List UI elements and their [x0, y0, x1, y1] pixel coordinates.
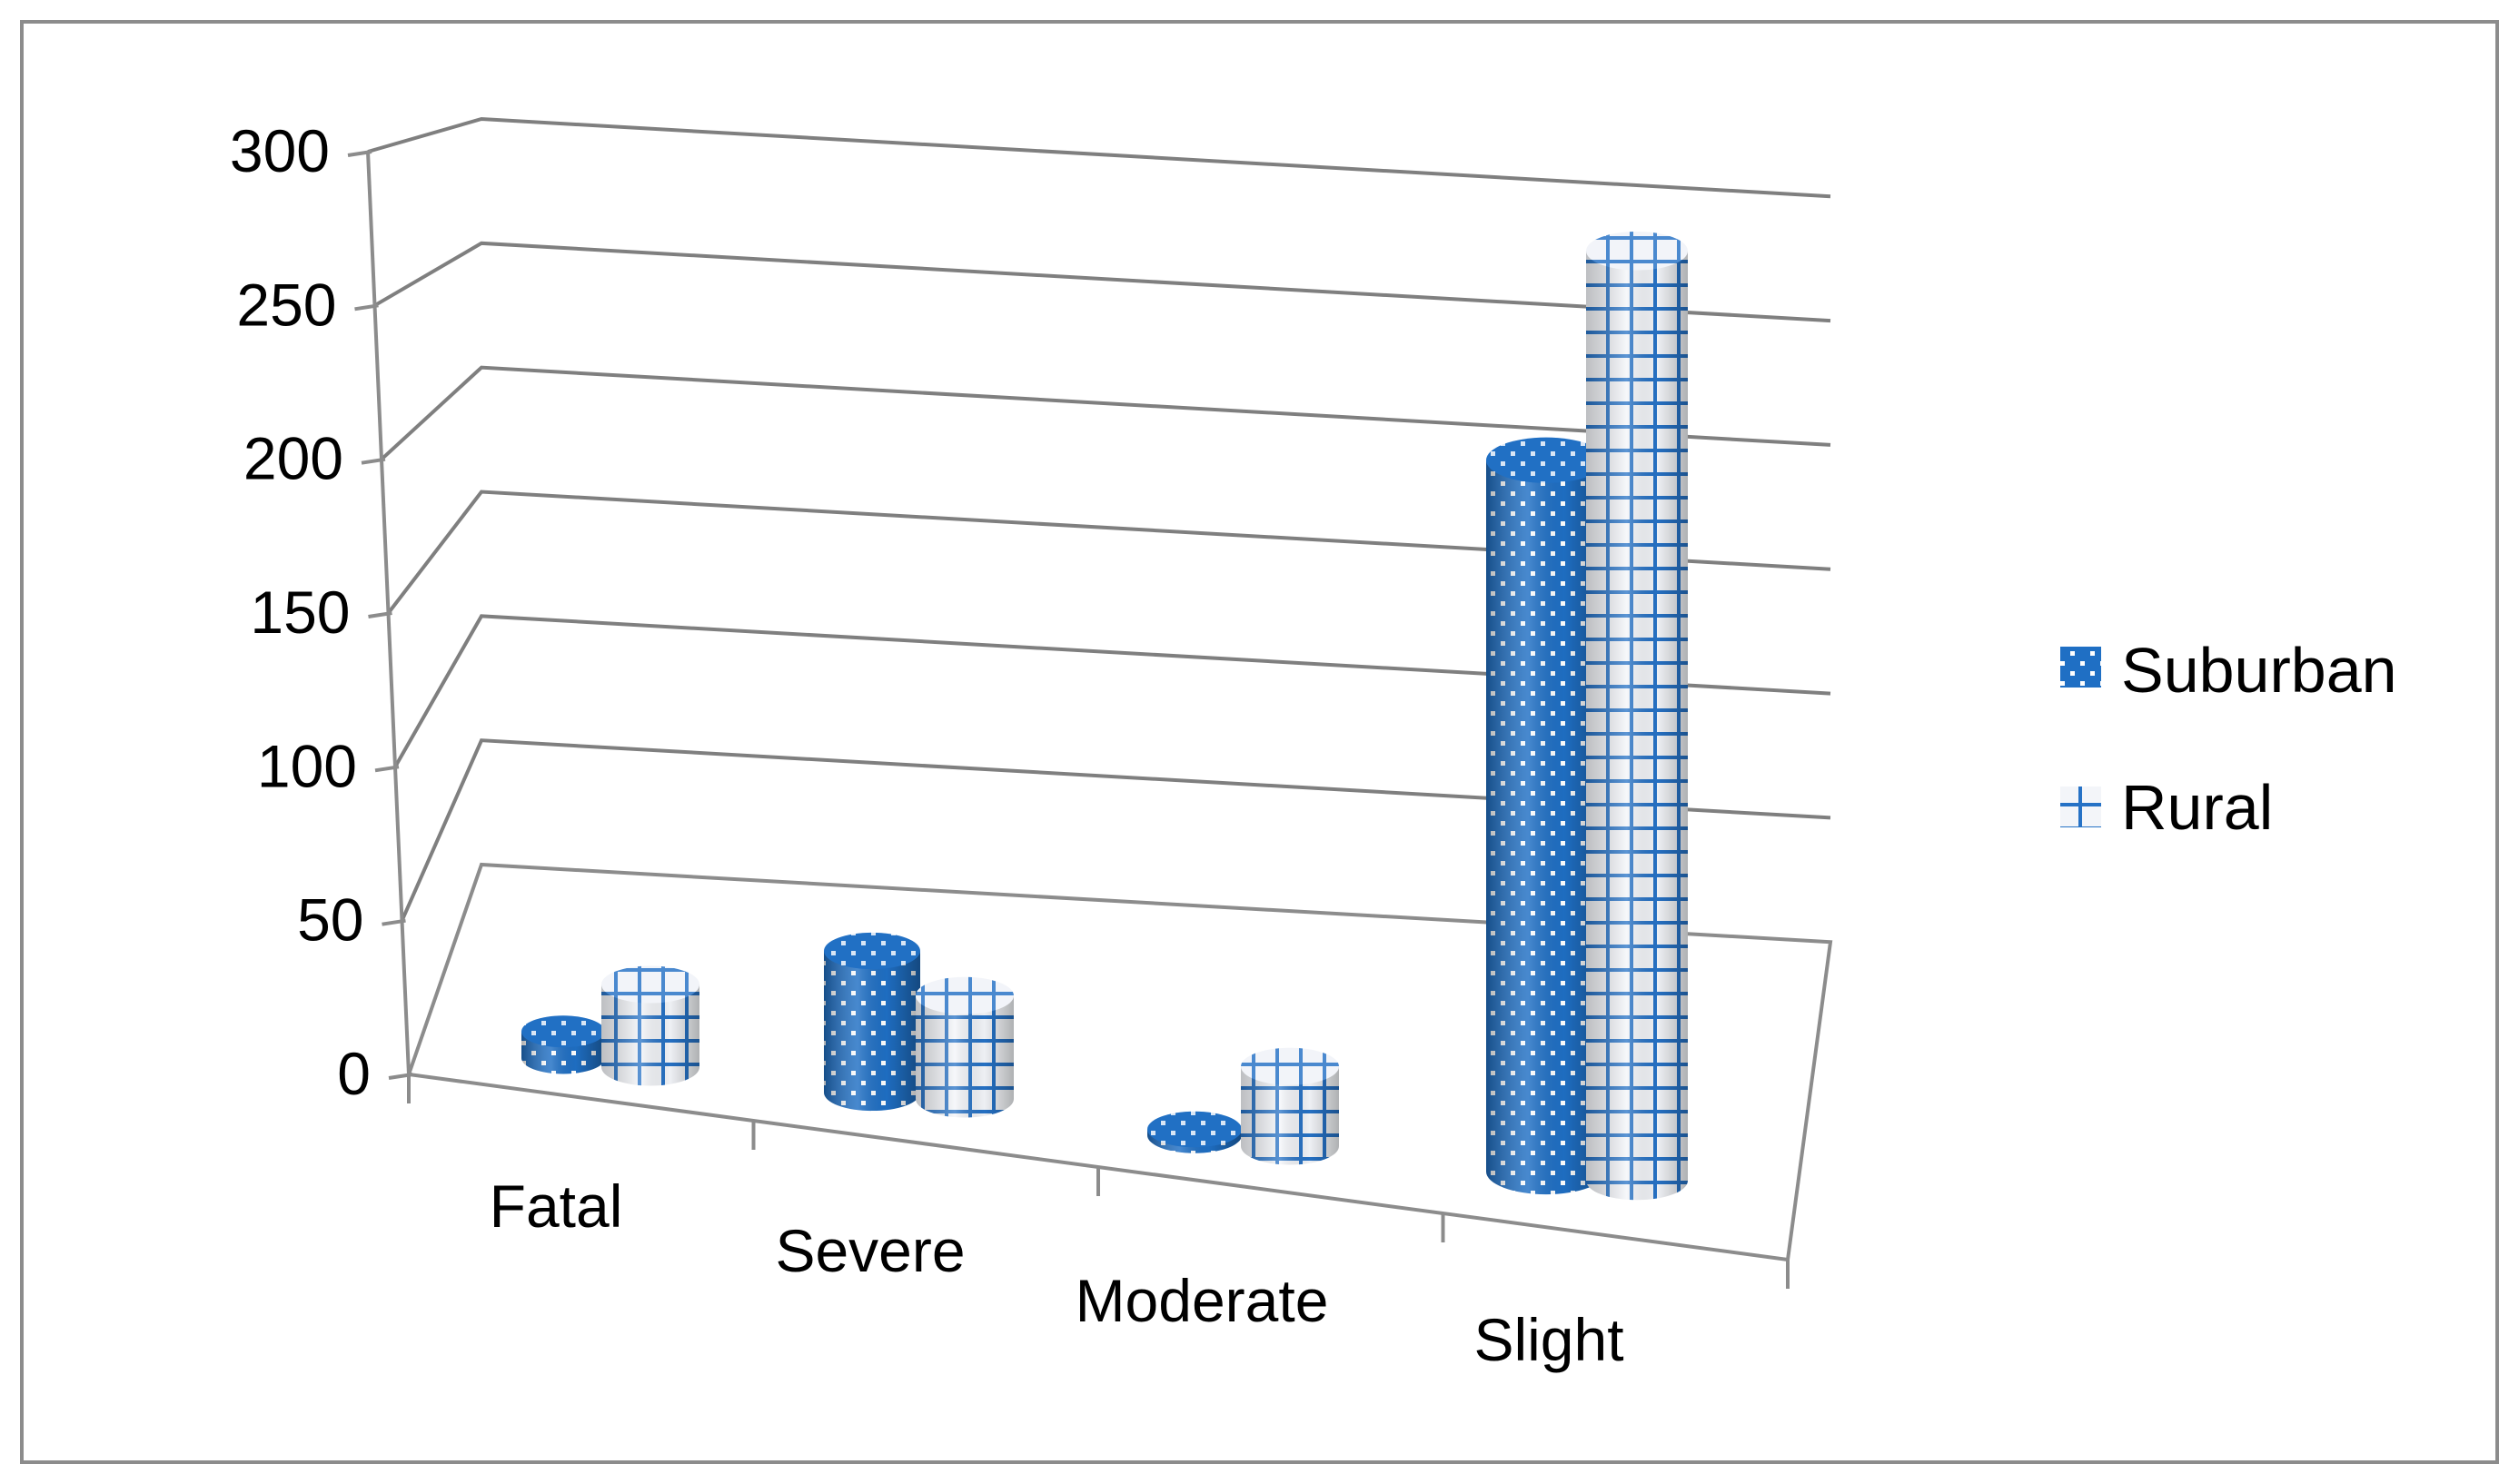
- y-tick-label: 300: [230, 117, 330, 184]
- x-tick-label: Fatal: [490, 1172, 623, 1240]
- x-tick-label: Slight: [1473, 1306, 1623, 1373]
- bar-top: [1586, 231, 1688, 271]
- bar-suburban-moderate: [1147, 1111, 1242, 1153]
- floor-outline: [406, 862, 1833, 1262]
- bar-top-highlight: [1586, 231, 1688, 271]
- x-tick-label: Moderate: [1076, 1267, 1329, 1334]
- y-tick-label: 150: [250, 579, 350, 646]
- legend-label-suburban: Suburban: [2121, 635, 2397, 706]
- bar-top: [521, 1015, 605, 1048]
- bar-suburban-severe: [824, 932, 920, 1112]
- bar-top: [1147, 1111, 1242, 1148]
- y-tick-label: 0: [337, 1040, 371, 1107]
- gridline: [386, 490, 1831, 615]
- bar-top: [824, 932, 920, 970]
- bar-top-highlight: [916, 976, 1014, 1014]
- bar-shading: [1586, 251, 1688, 1201]
- grid-square-icon: [2060, 787, 2101, 827]
- legend: Suburban Rural: [2060, 635, 2397, 843]
- y-tick-label: 200: [243, 425, 343, 492]
- bar-top: [1241, 1047, 1339, 1085]
- gridline: [400, 738, 1831, 922]
- y-tick-label: 100: [257, 732, 357, 799]
- grid-layer: [367, 116, 1831, 922]
- chart-frame: [20, 20, 2499, 1464]
- legend-item-rural: Rural: [2060, 772, 2273, 843]
- bar-shading: [1486, 460, 1606, 1195]
- bar-top-highlight: [1147, 1111, 1242, 1148]
- bar-top-highlight: [824, 932, 920, 970]
- bar-rural-fatal: [601, 965, 699, 1086]
- gridline: [367, 116, 1831, 199]
- legend-label-rural: Rural: [2121, 772, 2273, 843]
- gridline: [393, 614, 1831, 768]
- bar-top-highlight: [1486, 437, 1606, 483]
- bar-top: [916, 976, 1014, 1014]
- y-tick-label: 250: [236, 271, 336, 338]
- bars-layer: [521, 231, 1688, 1201]
- bar-top: [1486, 437, 1606, 483]
- x-tick-label: Severe: [775, 1217, 965, 1284]
- axis-layer: [347, 150, 1833, 1289]
- bar-suburban-fatal: [521, 1015, 605, 1074]
- bar-top-highlight: [521, 1015, 605, 1048]
- labels-layer: 0 50 100 150 200 250 300 Fatal Severe Moderate Sli…: [230, 117, 1624, 1373]
- y-axis-line: [366, 151, 411, 1075]
- bar-shading: [916, 995, 1014, 1118]
- dotted-square-icon: [2060, 647, 2101, 688]
- bar-shading: [601, 984, 699, 1086]
- bar-top-highlight: [1241, 1047, 1339, 1085]
- bar-suburban-slight: [1486, 437, 1606, 1195]
- gridline: [380, 365, 1831, 461]
- bar-shading: [1241, 1066, 1339, 1165]
- y-tick-label: 50: [297, 886, 363, 954]
- gridline: [373, 241, 1831, 323]
- bar-rural-moderate: [1241, 1047, 1339, 1165]
- bar-shading: [824, 951, 920, 1112]
- bar-top-highlight: [601, 965, 699, 1004]
- bar-rural-slight: [1586, 231, 1688, 1201]
- legend-item-suburban: Suburban: [2060, 635, 2397, 706]
- bar-top: [601, 965, 699, 1004]
- bar-rural-severe: [916, 976, 1014, 1118]
